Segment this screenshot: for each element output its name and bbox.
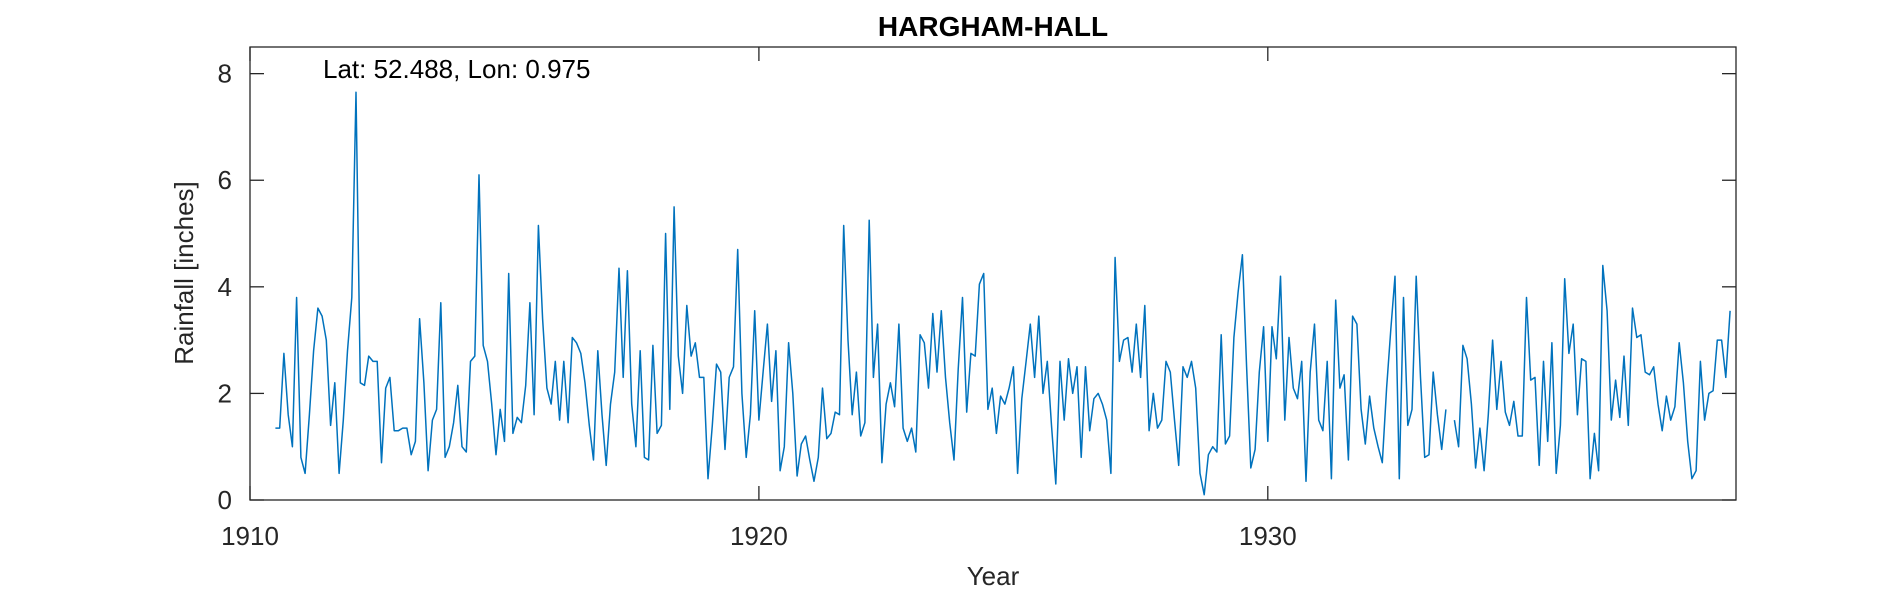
- x-tick-label-1: 1920: [730, 521, 788, 551]
- plot-area: [249, 46, 1737, 501]
- chart-title: HARGHAM-HALL: [878, 11, 1108, 42]
- tick-labels: 1910 1920 1930 0 2 4 6 8: [218, 59, 1297, 551]
- y-tick-label-0: 0: [218, 485, 232, 515]
- location-annotation: Lat: 52.488, Lon: 0.975: [323, 54, 590, 84]
- y-tick-label-2: 4: [218, 272, 232, 302]
- x-tick-label-0: 1910: [221, 521, 279, 551]
- y-tick-label-1: 2: [218, 378, 232, 408]
- y-axis-label: Rainfall [inches]: [169, 181, 199, 365]
- y-tick-label-4: 8: [218, 59, 232, 89]
- axis-ticks: [249, 47, 1736, 501]
- x-tick-label-2: 1930: [1239, 521, 1297, 551]
- y-tick-label-3: 6: [218, 165, 232, 195]
- series-line-rainfall: [275, 91, 1731, 496]
- x-axis-label: Year: [967, 561, 1020, 591]
